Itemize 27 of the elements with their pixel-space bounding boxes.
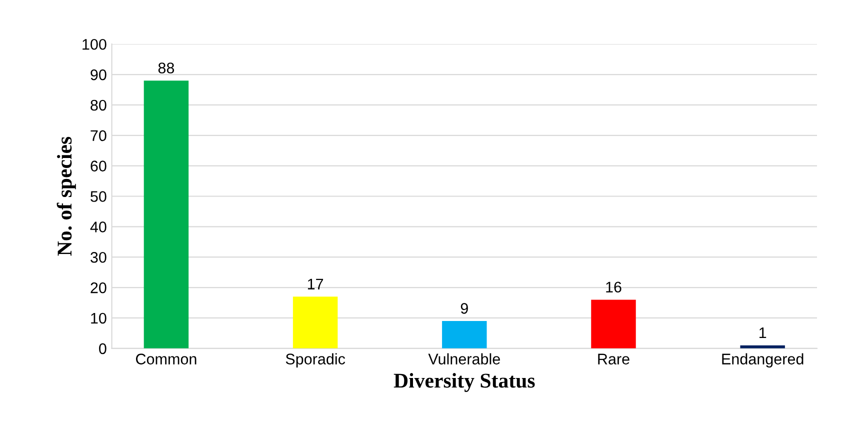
x-tick-label: Vulnerable <box>428 353 500 364</box>
bar <box>292 296 338 348</box>
x-tick-label: Endangered <box>722 353 804 368</box>
data-label: 16 <box>606 282 622 293</box>
data-label: 17 <box>308 278 324 290</box>
data-label: 9 <box>460 303 468 314</box>
x-axis-title: Diversity Status <box>394 373 535 392</box>
bar <box>591 300 636 348</box>
x-tick-label: Rare <box>598 354 630 364</box>
y-tick-label: 60 <box>90 160 106 172</box>
y-tick-label: 70 <box>90 130 106 142</box>
y-tick-label: 50 <box>90 191 106 202</box>
bar <box>144 80 189 348</box>
y-tick-label: 0 <box>99 343 106 354</box>
data-label: 1 <box>760 328 766 338</box>
y-tick-label: 100 <box>82 38 106 50</box>
y-tick-label: 90 <box>90 69 106 80</box>
data-label: 88 <box>158 62 174 74</box>
y-axis-title: No. of species <box>56 136 76 256</box>
bar <box>442 321 487 348</box>
x-tick-label: Common <box>136 354 196 364</box>
y-tick-label: 20 <box>90 282 106 294</box>
x-tick-label: Sporadic <box>286 353 346 368</box>
y-tick-label: 80 <box>90 100 106 111</box>
y-tick-label: 40 <box>90 222 106 232</box>
y-tick-label: 10 <box>91 312 106 324</box>
y-tick-label: 30 <box>90 252 106 263</box>
